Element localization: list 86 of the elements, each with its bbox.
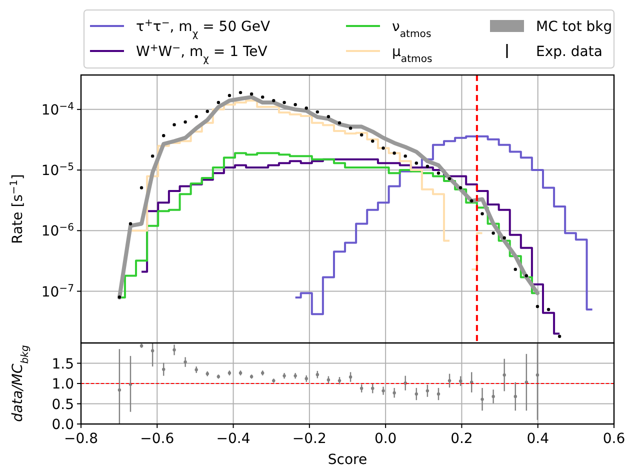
point xyxy=(162,134,166,138)
point xyxy=(371,386,374,390)
x-tick-label: 0.2 xyxy=(450,431,473,447)
point xyxy=(118,296,122,299)
point xyxy=(162,368,166,371)
point xyxy=(404,154,407,158)
point xyxy=(250,92,254,96)
point xyxy=(150,154,154,158)
line-series xyxy=(117,95,540,300)
y-tick-label: 10$^{−5}$ xyxy=(41,162,74,180)
point xyxy=(338,121,342,124)
point xyxy=(326,115,330,118)
point xyxy=(426,389,430,392)
point xyxy=(546,308,550,312)
point xyxy=(426,164,430,168)
point xyxy=(502,236,506,240)
y-tick-label: 1.5 xyxy=(52,356,74,372)
y-tick-label: 10$^{−7}$ xyxy=(41,282,74,300)
point xyxy=(348,126,352,130)
point xyxy=(150,349,154,352)
y-tick-label: 0.0 xyxy=(52,417,74,433)
point xyxy=(184,120,187,124)
x-tick-label: −0.8 xyxy=(64,431,98,447)
point xyxy=(392,391,396,394)
point xyxy=(194,115,198,118)
legend-label: Exp. data xyxy=(536,44,602,60)
point xyxy=(514,268,517,271)
legend-label: W$^{+}$W$^{−}$, m$_{χ}$ = 1 TeV xyxy=(136,42,268,64)
x-axis-title: Score xyxy=(328,452,368,468)
point xyxy=(436,172,440,175)
point xyxy=(382,146,385,150)
y-tick-label: 0.5 xyxy=(52,396,74,413)
point xyxy=(392,152,396,155)
point xyxy=(436,392,440,396)
point xyxy=(184,360,187,364)
point xyxy=(536,373,540,377)
y-tick-label: 1.0 xyxy=(52,376,74,392)
point xyxy=(414,392,418,396)
point xyxy=(502,373,506,377)
point xyxy=(458,186,462,190)
point xyxy=(304,106,308,110)
point xyxy=(172,348,176,352)
point xyxy=(272,98,276,102)
x-tick-label: −0.2 xyxy=(292,431,326,447)
point xyxy=(448,379,452,382)
x-tick-label: 0.4 xyxy=(526,431,550,447)
point xyxy=(228,94,232,98)
point xyxy=(360,386,364,390)
point xyxy=(558,334,562,338)
x-tick-label: 0.6 xyxy=(602,431,626,447)
point xyxy=(382,389,385,392)
legend-label: ν$_{atmos}$ xyxy=(392,19,432,40)
y-tick-label: 10$^{−6}$ xyxy=(41,222,74,240)
point xyxy=(206,110,209,113)
point xyxy=(294,103,297,106)
point xyxy=(414,162,418,165)
point xyxy=(216,100,220,104)
point xyxy=(492,232,495,235)
point xyxy=(492,394,495,398)
point xyxy=(458,379,462,383)
point xyxy=(140,186,144,190)
point xyxy=(128,382,132,386)
point xyxy=(514,394,517,398)
point xyxy=(282,100,286,104)
point xyxy=(448,177,452,180)
y-tick-label: 10$^{−4}$ xyxy=(41,100,74,118)
point xyxy=(480,398,484,401)
legend-label: MC tot bkg xyxy=(536,19,612,35)
point xyxy=(360,133,364,137)
point xyxy=(118,388,122,392)
point xyxy=(316,110,320,114)
point xyxy=(470,199,474,202)
point xyxy=(261,95,264,99)
x-tick-label: 0.0 xyxy=(374,431,397,447)
point xyxy=(128,222,132,226)
point xyxy=(371,140,374,143)
point xyxy=(348,375,352,379)
x-tick-label: −0.4 xyxy=(216,431,250,447)
legend-label: τ$^{+}$τ$^{−}$, m$_{χ}$ = 50 GeV xyxy=(136,18,271,40)
point xyxy=(480,212,484,216)
point xyxy=(238,90,242,94)
point xyxy=(524,274,528,278)
x-tick-label: −0.6 xyxy=(140,431,174,447)
point xyxy=(536,304,540,308)
legend-label: μ$_{atmos}$ xyxy=(392,44,432,64)
point xyxy=(172,123,176,126)
